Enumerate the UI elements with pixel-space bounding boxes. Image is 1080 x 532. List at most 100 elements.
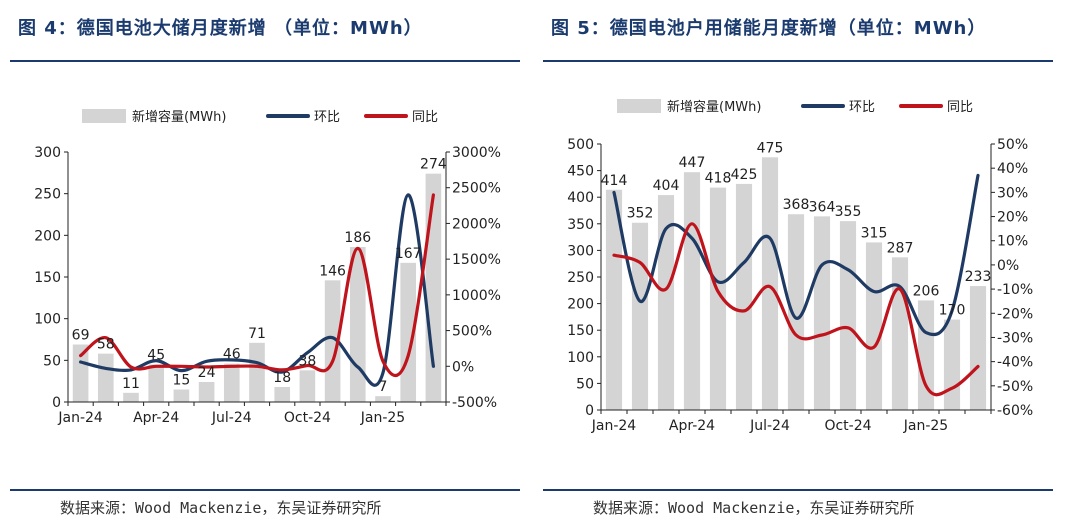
bar-data-label: 18 [273,370,291,386]
x-tick-label: Apr-24 [669,418,715,434]
chart-svg: 新增容量(MWh) 环比 同比 0 50 100 150 200 250 300 -500% 0% 50… [34,109,501,426]
x-tick-label: Oct-24 [284,410,331,426]
legend-label: 环比 [314,110,340,125]
bar [123,392,139,402]
bar [683,172,701,410]
y2-tick-label: -60% [997,403,1033,419]
bar [198,382,215,402]
y-tick-label: 50 [576,376,594,392]
bar [299,370,316,402]
figure-title: 图 5：德国电池户用储能月度新增（单位：MWh） [551,18,987,39]
x-tick-label: Jul-24 [211,410,252,426]
bar-data-label: 355 [835,204,862,220]
y2-tick-label: 500% [452,324,492,340]
y-tick-label: 400 [567,190,594,206]
bar [631,222,649,410]
bar-data-label: 287 [887,240,914,256]
bar-data-label: 368 [783,197,810,213]
bar-data-label: 352 [627,206,654,222]
bar-data-label: 15 [172,373,190,389]
bar-data-label: 206 [913,283,940,299]
y2-tick-label: 3000% [452,145,501,161]
bar [605,189,623,410]
bar [274,387,291,402]
legend-label: 同比 [947,100,973,115]
legend-swatch-bar [617,99,661,113]
bar [943,319,961,410]
bar-data-label: 447 [679,155,706,171]
bar-data-label: 414 [601,173,628,189]
bar-data-label: 425 [731,167,758,183]
y-tick-label: 150 [567,323,594,339]
y-tick-label: 50 [43,353,61,369]
source-rule [543,489,1053,491]
y-tick-label: 0 [585,403,594,419]
source-note: 数据来源：Wood Mackenzie，东吴证券研究所 [60,499,382,517]
y-tick-label: 500 [567,137,594,153]
y2-tick-label: 2000% [452,216,501,232]
y-tick-label: 100 [34,312,61,328]
line-series-yoy [79,193,435,378]
bar-data-label: 315 [861,225,888,241]
bar-data-label: 170 [939,303,966,319]
bar-data-label: 167 [395,246,422,262]
y2-tick-label: -500% [452,395,497,411]
bar [173,389,190,402]
bar [324,280,341,402]
x-tick-label: Jan-25 [903,418,948,434]
bar-data-label: 69 [72,328,90,344]
x-tick-label: Jul-24 [749,418,790,434]
bar-data-label: 46 [223,347,241,363]
bar [223,363,240,402]
chart-panel-germany-utility-storage: 图 4：德国电池大储月度新增 （单位：MWh） 新增容量(MWh) 环比 同比 0 50… [10,0,530,532]
bar [891,257,909,410]
source-note: 数据来源：Wood Mackenzie，东吴证券研究所 [593,499,915,517]
bar [787,214,805,410]
bar-data-label: 58 [97,337,115,353]
y-tick-label: 150 [34,270,61,286]
bar-data-label: 233 [965,269,992,285]
title-rule [543,60,1053,62]
bar [349,247,366,402]
chart-svg: 新增容量(MWh) 环比 同比 0 50 100 150 200 250 300 350 400 450… [567,99,1033,434]
y-tick-label: 200 [34,228,61,244]
chart-panel-germany-residential-storage: 图 5：德国电池户用储能月度新增（单位：MWh） 新增容量(MWh) 环比 同比 0 5… [543,0,1063,532]
bar [375,396,391,402]
line-series-yoy [612,222,980,397]
bar [865,242,883,410]
bar [813,216,831,410]
legend-label: 环比 [849,100,875,115]
y2-tick-label: -10% [997,282,1033,298]
y2-tick-label: -40% [997,355,1033,371]
y-tick-label: 250 [567,270,594,286]
bar [148,364,165,402]
bar-data-label: 7 [379,379,388,395]
chart-legend: 新增容量(MWh) 环比 同比 [617,99,973,115]
x-tick-label: Apr-24 [133,410,179,426]
y-tick-label: 0 [52,395,61,411]
source-rule [10,489,520,491]
x-tick-label: Jan-24 [57,410,103,426]
bar-data-label: 364 [809,199,836,215]
y-tick-label: 250 [34,187,61,203]
bar [761,157,779,410]
chart-legend: 新增容量(MWh) 环比 同比 [82,109,438,125]
bar-data-label: 186 [344,230,371,246]
legend-label: 同比 [412,110,438,125]
y-tick-label: 300 [34,145,61,161]
y2-tick-label: 10% [997,234,1028,250]
bar-data-label: 404 [653,178,680,194]
title-rule [10,60,520,62]
bar-data-label: 45 [147,348,165,364]
bar [72,344,89,402]
figure-title: 图 4：德国电池大储月度新增 （单位：MWh） [18,18,423,39]
y2-tick-label: -30% [997,330,1033,346]
bar [969,286,987,410]
bar-data-label: 71 [248,326,266,342]
x-tick-label: Jan-25 [360,410,405,426]
y2-tick-label: 20% [997,210,1028,226]
y2-tick-label: 1000% [452,288,501,304]
y-tick-label: 200 [567,297,594,313]
bar-data-label: 38 [298,353,316,369]
y2-tick-label: -20% [997,306,1033,322]
